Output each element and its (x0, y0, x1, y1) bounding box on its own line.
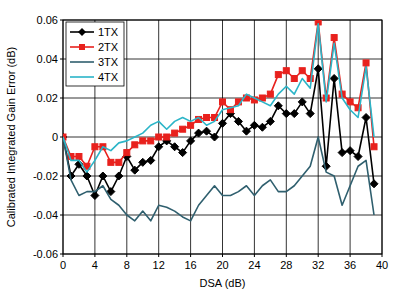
marker (195, 129, 203, 137)
x-tick-label: 12 (153, 259, 165, 271)
marker (203, 127, 211, 135)
marker (362, 114, 370, 122)
legend-marker (78, 28, 86, 36)
marker (92, 144, 98, 150)
plot-frame (63, 20, 382, 254)
marker (116, 159, 122, 165)
marker (330, 75, 338, 83)
marker (354, 153, 362, 161)
marker (371, 144, 377, 150)
y-tick-label: 0 (52, 131, 58, 143)
legend-label: 1TX (98, 26, 119, 38)
marker (267, 91, 273, 97)
y-tick-label: -0.04 (33, 209, 58, 221)
marker (258, 123, 266, 131)
x-tick-label: 40 (376, 259, 388, 271)
marker (172, 130, 178, 136)
marker (275, 72, 281, 78)
marker (76, 154, 82, 160)
marker (306, 110, 314, 118)
marker (211, 133, 219, 141)
x-tick-label: 28 (280, 259, 292, 271)
marker (291, 76, 297, 82)
y-grid (63, 137, 382, 138)
legend-swatch (70, 61, 94, 63)
marker (156, 134, 162, 140)
marker (91, 192, 99, 200)
marker (346, 147, 354, 155)
marker (314, 65, 322, 73)
marker (147, 156, 155, 164)
marker (283, 68, 289, 74)
marker (331, 35, 337, 41)
x-tick-label: 8 (124, 259, 130, 271)
marker (298, 98, 306, 106)
series-line (63, 24, 374, 172)
marker (347, 99, 353, 105)
marker (220, 99, 226, 105)
x-tick-label: 0 (60, 259, 66, 271)
marker (131, 166, 139, 174)
marker (179, 149, 187, 157)
marker (338, 149, 346, 157)
marker (148, 138, 154, 144)
y-tick-label: 0.06 (37, 14, 58, 26)
legend-label: 3TX (98, 56, 119, 68)
marker (234, 117, 242, 125)
legend: 1TX 2TX 3TX 4TX (66, 22, 124, 86)
marker (299, 68, 305, 74)
y-grid (63, 215, 382, 216)
y-axis-title: Calibrated Integrated Gain Error (dB) (5, 47, 17, 227)
legend-label: 4TX (98, 71, 119, 83)
legend-marker (79, 44, 85, 50)
x-tick-label: 4 (92, 259, 98, 271)
y-tick-label: 0.02 (37, 92, 58, 104)
marker (155, 143, 163, 151)
marker (370, 180, 378, 188)
legend-swatch (70, 76, 94, 78)
marker (290, 110, 298, 118)
marker (187, 137, 195, 145)
marker (83, 172, 91, 180)
marker (139, 158, 147, 166)
marker (363, 60, 369, 66)
series-group (63, 20, 378, 221)
marker (115, 172, 123, 180)
marker (108, 159, 114, 165)
y-grid (63, 98, 382, 99)
marker (132, 142, 138, 148)
marker (274, 102, 282, 110)
chart: 0 4 8 12 16 20 24 28 32 36 40 -0.06 -0.04 -0.02 0 0.02 0… (0, 0, 407, 298)
marker (219, 119, 227, 127)
x-tick-label: 16 (184, 259, 196, 271)
x-tick-label: 36 (344, 259, 356, 271)
marker (99, 172, 107, 180)
x-axis-title: DSA (dB) (200, 277, 246, 289)
y-tick-label: 0.04 (37, 53, 58, 65)
marker (140, 138, 146, 144)
x-tick-label: 20 (216, 259, 228, 271)
marker (188, 122, 194, 128)
marker (164, 134, 170, 140)
marker (266, 117, 274, 125)
marker (171, 143, 179, 151)
y-tick-label: -0.02 (33, 170, 58, 182)
y-tick-label: -0.06 (33, 248, 58, 260)
marker (250, 121, 258, 129)
marker (180, 126, 186, 132)
marker (242, 127, 250, 135)
legend-box (66, 22, 124, 86)
marker (124, 150, 130, 156)
legend-label: 2TX (98, 41, 119, 53)
marker (282, 110, 290, 118)
marker (204, 115, 210, 121)
x-tick-label: 24 (248, 259, 260, 271)
x-tick-label: 32 (312, 259, 324, 271)
